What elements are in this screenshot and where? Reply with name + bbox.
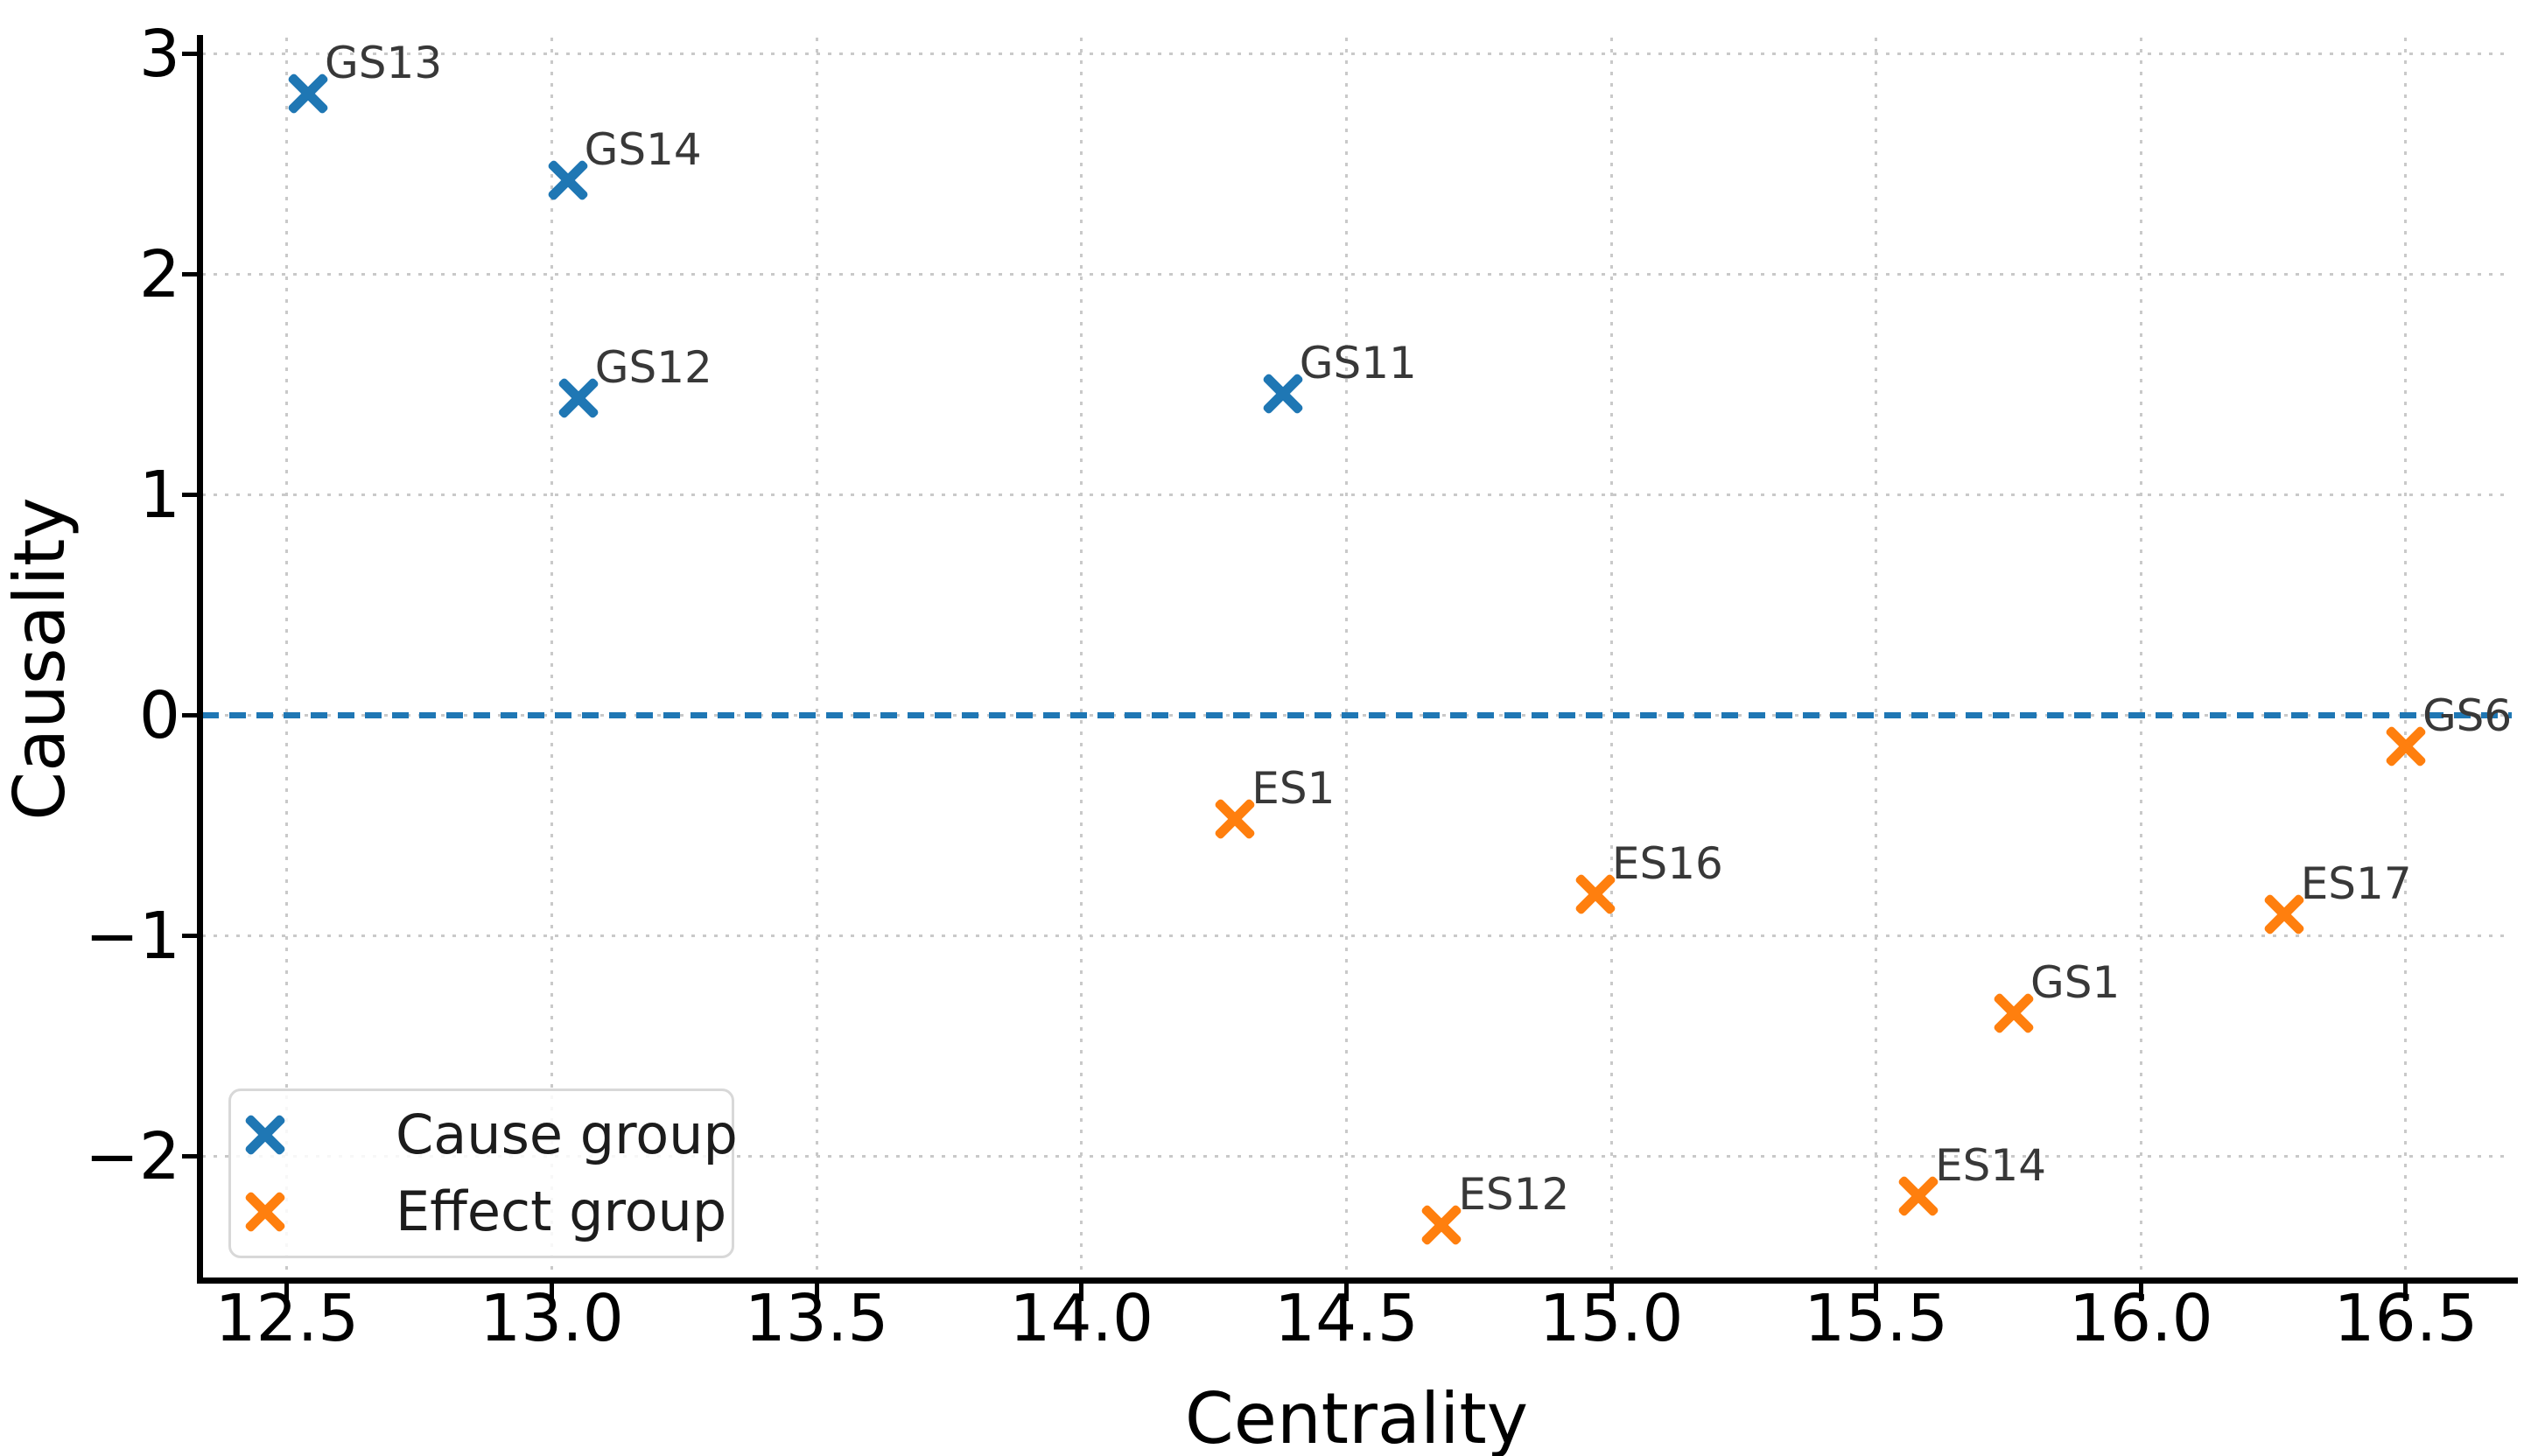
x-axis-spine: [197, 1278, 2518, 1284]
point-label-es1: ES1: [1251, 763, 1336, 815]
x-axis-title: Centrality: [1184, 1378, 1529, 1456]
point-label-es12: ES12: [1458, 1169, 1570, 1220]
y-tick-label: 2: [138, 236, 180, 312]
y-gridline: [202, 52, 2512, 56]
x-tick-label: 13.5: [744, 1281, 889, 1356]
legend-entry-label: Cause group: [396, 1102, 738, 1166]
y-tick-label: 0: [138, 677, 180, 753]
y-tick-mark: [182, 272, 203, 277]
x-tick-label: 13.0: [480, 1281, 624, 1356]
x-tick-mark: [1343, 1280, 1349, 1301]
point-label-es14: ES14: [1935, 1140, 2047, 1192]
x-tick-label: 16.0: [2068, 1281, 2213, 1356]
y-tick-mark: [182, 52, 203, 57]
x-tick-label: 15.0: [1539, 1281, 1684, 1356]
x-tick-mark: [2403, 1280, 2408, 1301]
point-label-gs14: GS14: [584, 123, 702, 175]
y-gridline: [202, 934, 2512, 938]
x-gridline: [1875, 38, 1878, 1280]
legend-x-marker-icon: [243, 1113, 287, 1157]
point-label-gs13: GS13: [325, 38, 443, 89]
y-gridline: [202, 494, 2512, 497]
point-label-gs12: GS12: [594, 342, 712, 393]
legend: Cause group Effect group: [228, 1088, 738, 1258]
zero-reference-line: [202, 712, 2512, 719]
y-tick-mark: [182, 1154, 203, 1159]
point-label-gs11: GS11: [1299, 337, 1417, 388]
point-label-gs6: GS6: [2422, 690, 2513, 742]
x-tick-mark: [1874, 1280, 1879, 1301]
x-tick-label: 14.0: [1009, 1281, 1154, 1356]
point-label-gs1: GS1: [2030, 957, 2121, 1009]
y-tick-label: 1: [138, 457, 180, 533]
plot-area: GS13 GS14 GS12 GS11 ES1 ES16 GS6 ES17 GS1 ES14 ES1…: [202, 38, 2512, 1280]
x-gridline: [2139, 38, 2142, 1280]
x-tick-label: 15.5: [1804, 1281, 1949, 1356]
x-tick-mark: [2138, 1280, 2143, 1301]
x-gridline: [815, 38, 818, 1280]
point-label-es16: ES16: [1611, 838, 1723, 889]
x-tick-mark: [284, 1280, 290, 1301]
y-tick-label: −1: [84, 898, 180, 974]
x-tick-label: 12.5: [214, 1281, 360, 1356]
legend-entry: Effect group: [231, 1173, 732, 1250]
x-gridline: [1080, 38, 1083, 1280]
x-tick-label: 14.5: [1274, 1281, 1419, 1356]
x-tick-label: 16.5: [2333, 1281, 2478, 1356]
x-tick-mark: [814, 1280, 819, 1301]
y-axis-spine: [197, 35, 203, 1284]
y-gridline: [202, 273, 2512, 276]
x-tick-mark: [1079, 1280, 1084, 1301]
x-gridline: [1609, 38, 1613, 1280]
y-tick-mark: [182, 934, 203, 939]
point-label-es17: ES17: [2300, 858, 2412, 909]
x-tick-mark: [1609, 1280, 1614, 1301]
x-tick-mark: [549, 1280, 554, 1301]
y-gridline: [202, 1155, 2512, 1158]
x-gridline: [1344, 38, 1348, 1280]
y-tick-label: 3: [138, 16, 180, 92]
y-tick-label: −2: [84, 1118, 180, 1194]
y-tick-mark: [182, 493, 203, 498]
x-gridline: [550, 38, 553, 1280]
x-gridline: [2404, 38, 2408, 1280]
legend-entry-label: Effect group: [396, 1180, 727, 1243]
legend-entry: Cause group: [231, 1096, 738, 1173]
x-gridline: [285, 38, 289, 1280]
y-tick-mark: [182, 713, 203, 718]
legend-x-marker-icon: [243, 1190, 287, 1234]
y-axis-title: Causality: [0, 497, 81, 821]
